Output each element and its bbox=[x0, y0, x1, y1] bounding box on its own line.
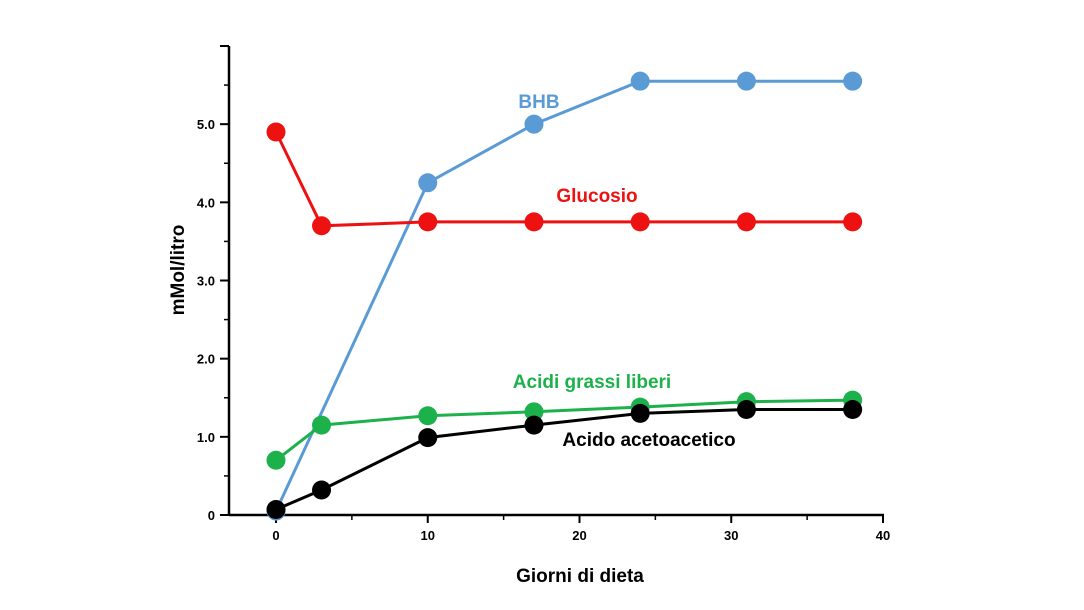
data-point-glucosio bbox=[524, 212, 544, 232]
x-tick-label: 30 bbox=[724, 528, 738, 543]
data-point-acidi-grassi-liberi bbox=[524, 402, 544, 422]
data-point-acido-acetoacetico bbox=[736, 399, 756, 419]
data-point-acido-acetoacetico bbox=[418, 428, 438, 448]
data-point-acido-acetoacetico bbox=[630, 403, 650, 423]
data-point-acido-acetoacetico bbox=[312, 480, 332, 500]
series-label-acido-acetoacetico: Acido acetoacetico bbox=[562, 430, 735, 451]
data-point-acidi-grassi-liberi bbox=[418, 406, 438, 426]
y-tick-label: 4.0 bbox=[197, 195, 215, 210]
data-point-acido-acetoacetico bbox=[843, 399, 863, 419]
series-line-glucosio bbox=[274, 131, 853, 228]
chart-ticks: 0 1.0 2.0 3.0 4.0 5.0 0 10 20 30 40 bbox=[197, 45, 890, 543]
data-point-glucosio bbox=[630, 212, 650, 232]
data-point-bhb bbox=[630, 71, 650, 91]
chart-series-points bbox=[266, 71, 863, 521]
series-label-acidi-grassi-liberi: Acidi grassi liberi bbox=[513, 372, 671, 393]
data-point-acidi-grassi-liberi bbox=[266, 450, 286, 470]
data-point-acido-acetoacetico bbox=[524, 415, 544, 435]
y-tick-label: 0 bbox=[208, 508, 215, 523]
x-axis-title: Giorni di dieta bbox=[516, 566, 644, 587]
data-point-glucosio bbox=[266, 122, 286, 142]
y-tick-label: 3.0 bbox=[197, 274, 215, 289]
data-point-bhb bbox=[524, 114, 544, 134]
data-point-acidi-grassi-liberi bbox=[312, 415, 332, 435]
series-label-bhb: BHB bbox=[518, 92, 559, 113]
y-tick-label: 5.0 bbox=[197, 117, 215, 132]
x-tick-label: 0 bbox=[272, 528, 279, 543]
y-tick-label: 1.0 bbox=[197, 430, 215, 445]
data-point-bhb bbox=[418, 173, 438, 193]
x-tick-label: 20 bbox=[572, 528, 586, 543]
x-tick-label: 10 bbox=[421, 528, 435, 543]
y-tick-label: 2.0 bbox=[197, 352, 215, 367]
data-point-glucosio bbox=[418, 212, 438, 232]
data-point-glucosio bbox=[736, 212, 756, 232]
y-axis-title: mMol/litro bbox=[168, 225, 189, 316]
x-tick-label: 40 bbox=[876, 528, 890, 543]
series-line-acido-acetoacetico bbox=[275, 408, 853, 511]
data-point-glucosio bbox=[843, 212, 863, 232]
chart-series-labels: BHB Glucosio Acidi grassi liberi Acido acet… bbox=[513, 92, 736, 451]
data-point-bhb bbox=[843, 71, 863, 91]
data-point-acido-acetoacetico bbox=[266, 500, 286, 520]
series-line-bhb bbox=[274, 79, 853, 512]
data-point-bhb bbox=[736, 71, 756, 91]
series-label-glucosio: Glucosio bbox=[556, 186, 637, 207]
data-point-glucosio bbox=[312, 216, 332, 236]
